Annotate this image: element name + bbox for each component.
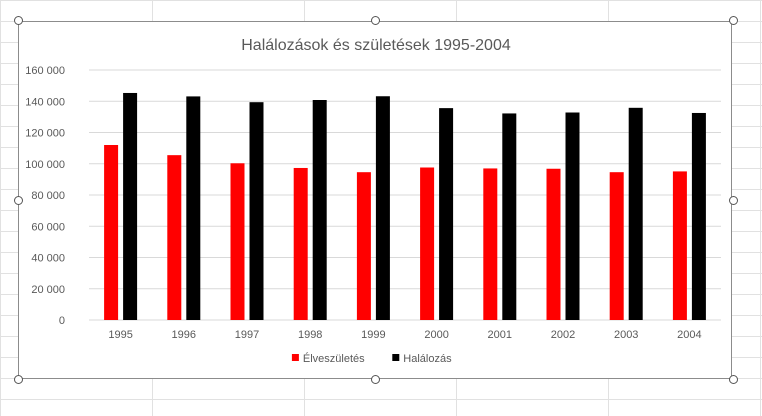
x-tick-label: 1998 xyxy=(298,329,322,341)
y-tick-label: 120 000 xyxy=(25,128,65,140)
bar-elveszuletes[interactable] xyxy=(293,167,308,320)
bar-halalozas[interactable] xyxy=(375,96,390,320)
chart-area[interactable]: Halálozások és születések 1995-2004 0 20 … xyxy=(18,21,732,379)
x-tick-label: 2002 xyxy=(551,329,575,341)
x-axis-tick-labels: 1995 1996 1997 1998 1999 2000 2001 2002 2003 2004 xyxy=(108,329,701,341)
chart-title: Halálozások és születések 1995-2004 xyxy=(241,37,511,54)
x-tick-label: 1999 xyxy=(361,329,385,341)
resize-handle-top-left[interactable] xyxy=(14,16,23,25)
resize-handle-bottom-center[interactable] xyxy=(371,375,380,384)
resize-handle-bottom-left[interactable] xyxy=(14,375,23,384)
x-tick-label: 1995 xyxy=(108,329,132,341)
resize-handle-top-center[interactable] xyxy=(371,16,380,25)
y-tick-label: 160 000 xyxy=(25,65,65,77)
bar-halalozas[interactable] xyxy=(249,102,264,320)
bar-elveszuletes[interactable] xyxy=(356,172,371,320)
gridlines xyxy=(89,69,721,321)
legend: Élveszületés Halálozás xyxy=(291,352,452,365)
legend-label: Élveszületés xyxy=(303,352,365,365)
bar-halalozas[interactable] xyxy=(565,112,580,321)
bar-elveszuletes[interactable] xyxy=(167,155,182,320)
bar-elveszuletes[interactable] xyxy=(420,167,435,321)
y-tick-label: 80 000 xyxy=(31,190,65,202)
x-tick-label: 1996 xyxy=(172,329,196,341)
bar-halalozas[interactable] xyxy=(186,96,201,320)
x-tick-label: 2001 xyxy=(488,329,512,341)
bar-halalozas[interactable] xyxy=(123,92,138,320)
bar-halalozas[interactable] xyxy=(502,113,517,320)
bar-elveszuletes[interactable] xyxy=(230,163,245,320)
bar-elveszuletes[interactable] xyxy=(609,172,624,320)
bars xyxy=(104,92,706,321)
legend-label: Halálozás xyxy=(403,353,452,365)
x-tick-label: 2003 xyxy=(614,329,638,341)
x-tick-label: 2004 xyxy=(677,329,701,341)
y-tick-label: 60 000 xyxy=(31,221,65,233)
y-axis-tick-labels: 0 20 000 40 000 60 000 80 000 100 000 120 000 1… xyxy=(25,65,65,327)
resize-handle-middle-left[interactable] xyxy=(14,196,23,205)
resize-handle-middle-right[interactable] xyxy=(729,196,738,205)
x-tick-label: 2000 xyxy=(424,329,448,341)
y-tick-label: 0 xyxy=(59,315,65,327)
resize-handle-bottom-right[interactable] xyxy=(729,375,738,384)
bar-halalozas[interactable] xyxy=(312,100,327,320)
y-tick-label: 40 000 xyxy=(31,253,65,265)
legend-swatch xyxy=(291,354,299,361)
resize-handle-top-right[interactable] xyxy=(729,16,738,25)
bar-elveszuletes[interactable] xyxy=(546,168,561,320)
y-tick-label: 100 000 xyxy=(25,159,65,171)
x-tick-label: 1997 xyxy=(235,329,259,341)
bar-halalozas[interactable] xyxy=(691,112,706,320)
y-tick-label: 140 000 xyxy=(25,96,65,108)
bar-elveszuletes[interactable] xyxy=(104,145,119,320)
y-tick-label: 20 000 xyxy=(31,284,65,296)
bar-halalozas[interactable] xyxy=(628,107,643,320)
bar-elveszuletes[interactable] xyxy=(672,171,687,320)
bar-elveszuletes[interactable] xyxy=(483,168,498,320)
chart-canvas: Halálozások és születések 1995-2004 0 20 … xyxy=(25,37,721,365)
bar-halalozas[interactable] xyxy=(439,108,454,320)
legend-swatch xyxy=(392,354,400,361)
